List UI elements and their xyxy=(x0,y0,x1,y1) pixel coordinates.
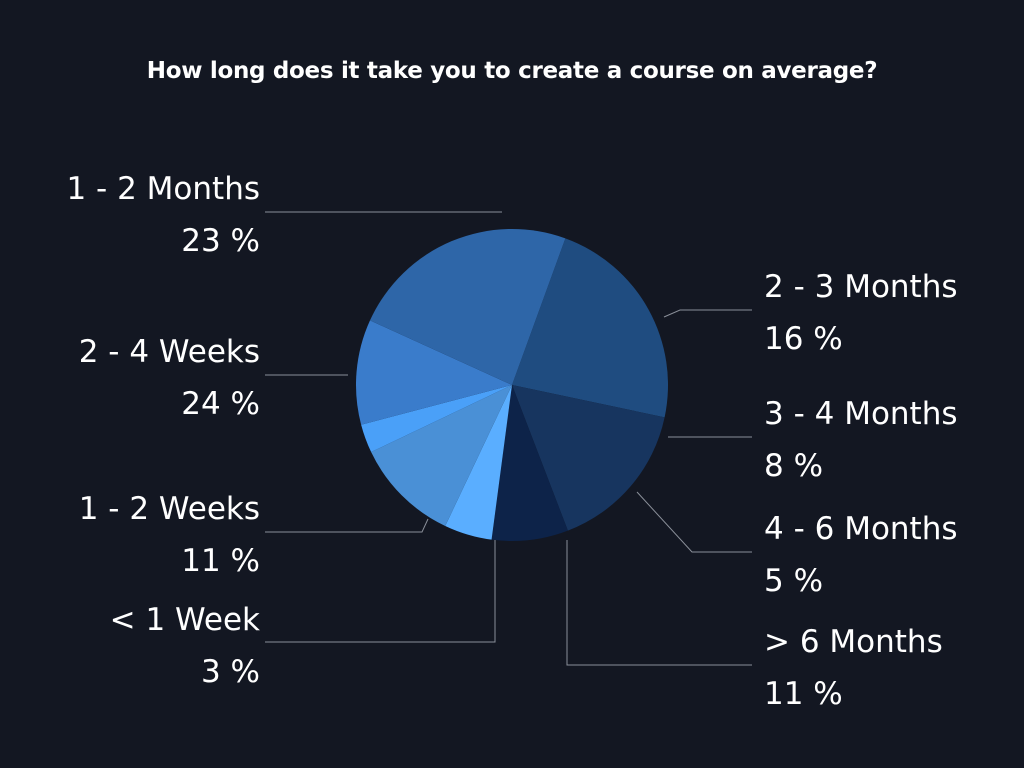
slice-label-value: 24 % xyxy=(181,386,260,422)
chart-title: How long does it take you to create a co… xyxy=(146,58,878,84)
pie-slice-6-months xyxy=(371,385,512,526)
pie-slice-4-6-months xyxy=(445,385,512,540)
slice-label-name: 2 - 4 Weeks xyxy=(78,334,260,370)
leader-line-2-3-months xyxy=(663,309,752,318)
pie-slice-1-2-months xyxy=(512,238,668,418)
slice-label-value: 8 % xyxy=(764,448,824,484)
pie-slice-3-4-months xyxy=(491,385,568,542)
slice-label-value: 11 % xyxy=(764,676,843,712)
slice-label-value: 23 % xyxy=(181,223,260,259)
slice-label-1-2-weeks: 1 - 2 Weeks 11 % xyxy=(0,483,260,587)
leader-line-1-week xyxy=(265,540,496,643)
slice-label-1-2-months: 1 - 2 Months 23 % xyxy=(0,163,260,267)
slice-label-1-week: < 1 Week 3 % xyxy=(0,594,260,698)
slice-label-name: < 1 Week xyxy=(109,602,260,638)
leader-line-1-2-weeks xyxy=(265,518,429,533)
slice-label-name: 3 - 4 Months xyxy=(764,396,958,432)
slice-label-name: 1 - 2 Months xyxy=(66,171,260,207)
slice-label-4-6-months: 4 - 6 Months 5 % xyxy=(764,503,958,607)
slice-label-name: 1 - 2 Weeks xyxy=(78,491,260,527)
slice-label-value: 16 % xyxy=(764,321,843,357)
pie-slice-1-2-weeks xyxy=(356,320,512,425)
slice-label-6-months: > 6 Months 11 % xyxy=(764,616,943,720)
slice-label-value: 5 % xyxy=(764,563,824,599)
slice-label-value: 11 % xyxy=(181,543,260,579)
pie-slice-1-week xyxy=(361,385,512,453)
slice-label-name: 4 - 6 Months xyxy=(764,511,958,547)
leader-line-4-6-months xyxy=(636,491,752,553)
pie-slice-2-3-months xyxy=(512,385,665,531)
leader-line-6-months xyxy=(566,540,752,666)
slice-label-name: > 6 Months xyxy=(764,624,943,660)
slice-label-value: 3 % xyxy=(200,654,260,690)
slice-label-3-4-months: 3 - 4 Months 8 % xyxy=(764,388,958,492)
slice-label-name: 2 - 3 Months xyxy=(764,269,958,305)
slice-label-2-3-months: 2 - 3 Months 16 % xyxy=(764,261,958,365)
pie-slice-2-4-weeks xyxy=(370,229,566,385)
slice-label-2-4-weeks: 2 - 4 Weeks 24 % xyxy=(0,326,260,430)
